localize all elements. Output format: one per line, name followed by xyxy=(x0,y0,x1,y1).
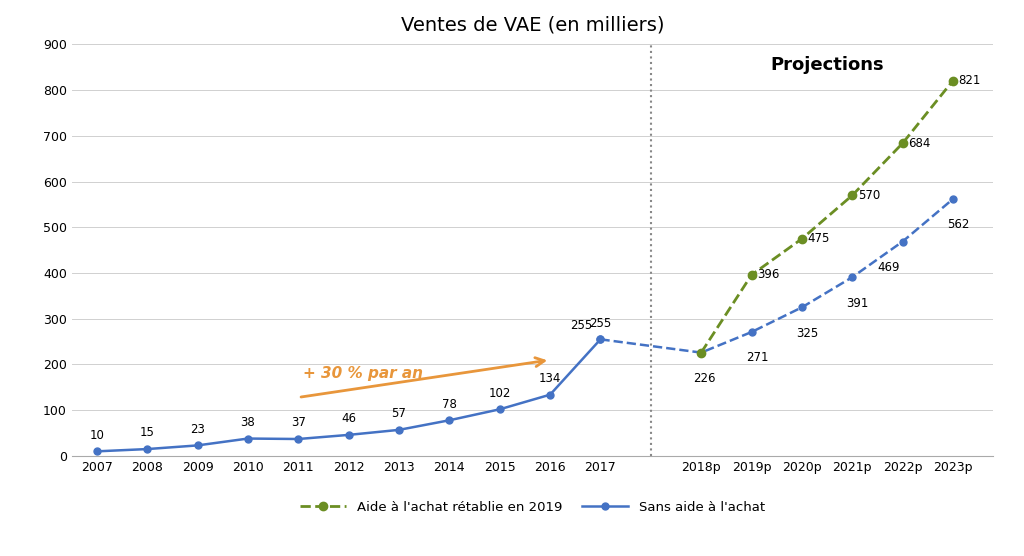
Title: Ventes de VAE (en milliers): Ventes de VAE (en milliers) xyxy=(400,16,665,34)
Text: 15: 15 xyxy=(140,426,155,439)
Text: 57: 57 xyxy=(391,407,407,420)
Text: 562: 562 xyxy=(947,219,970,231)
Text: 37: 37 xyxy=(291,416,306,429)
Text: 102: 102 xyxy=(488,386,511,400)
Text: Projections: Projections xyxy=(770,56,884,74)
Legend: Aide à l'achat rétablie en 2019, Sans aide à l'achat: Aide à l'achat rétablie en 2019, Sans ai… xyxy=(295,496,770,519)
Text: 821: 821 xyxy=(958,74,981,87)
Text: 78: 78 xyxy=(442,398,457,410)
Text: 469: 469 xyxy=(878,261,900,274)
Text: 684: 684 xyxy=(908,137,931,150)
Text: 46: 46 xyxy=(341,412,356,425)
Text: 396: 396 xyxy=(757,269,779,281)
Text: 271: 271 xyxy=(745,351,768,365)
Text: 475: 475 xyxy=(808,232,829,245)
Text: 255: 255 xyxy=(570,319,592,332)
Text: 134: 134 xyxy=(539,372,561,385)
Text: 255: 255 xyxy=(590,316,611,330)
Text: + 30 % par an: + 30 % par an xyxy=(303,366,423,381)
Text: 325: 325 xyxy=(797,327,818,340)
Text: 391: 391 xyxy=(847,296,869,310)
Text: 38: 38 xyxy=(241,416,255,429)
Text: 10: 10 xyxy=(89,429,104,441)
Text: 23: 23 xyxy=(190,423,205,436)
Text: 570: 570 xyxy=(858,189,880,202)
Text: 226: 226 xyxy=(692,372,715,385)
